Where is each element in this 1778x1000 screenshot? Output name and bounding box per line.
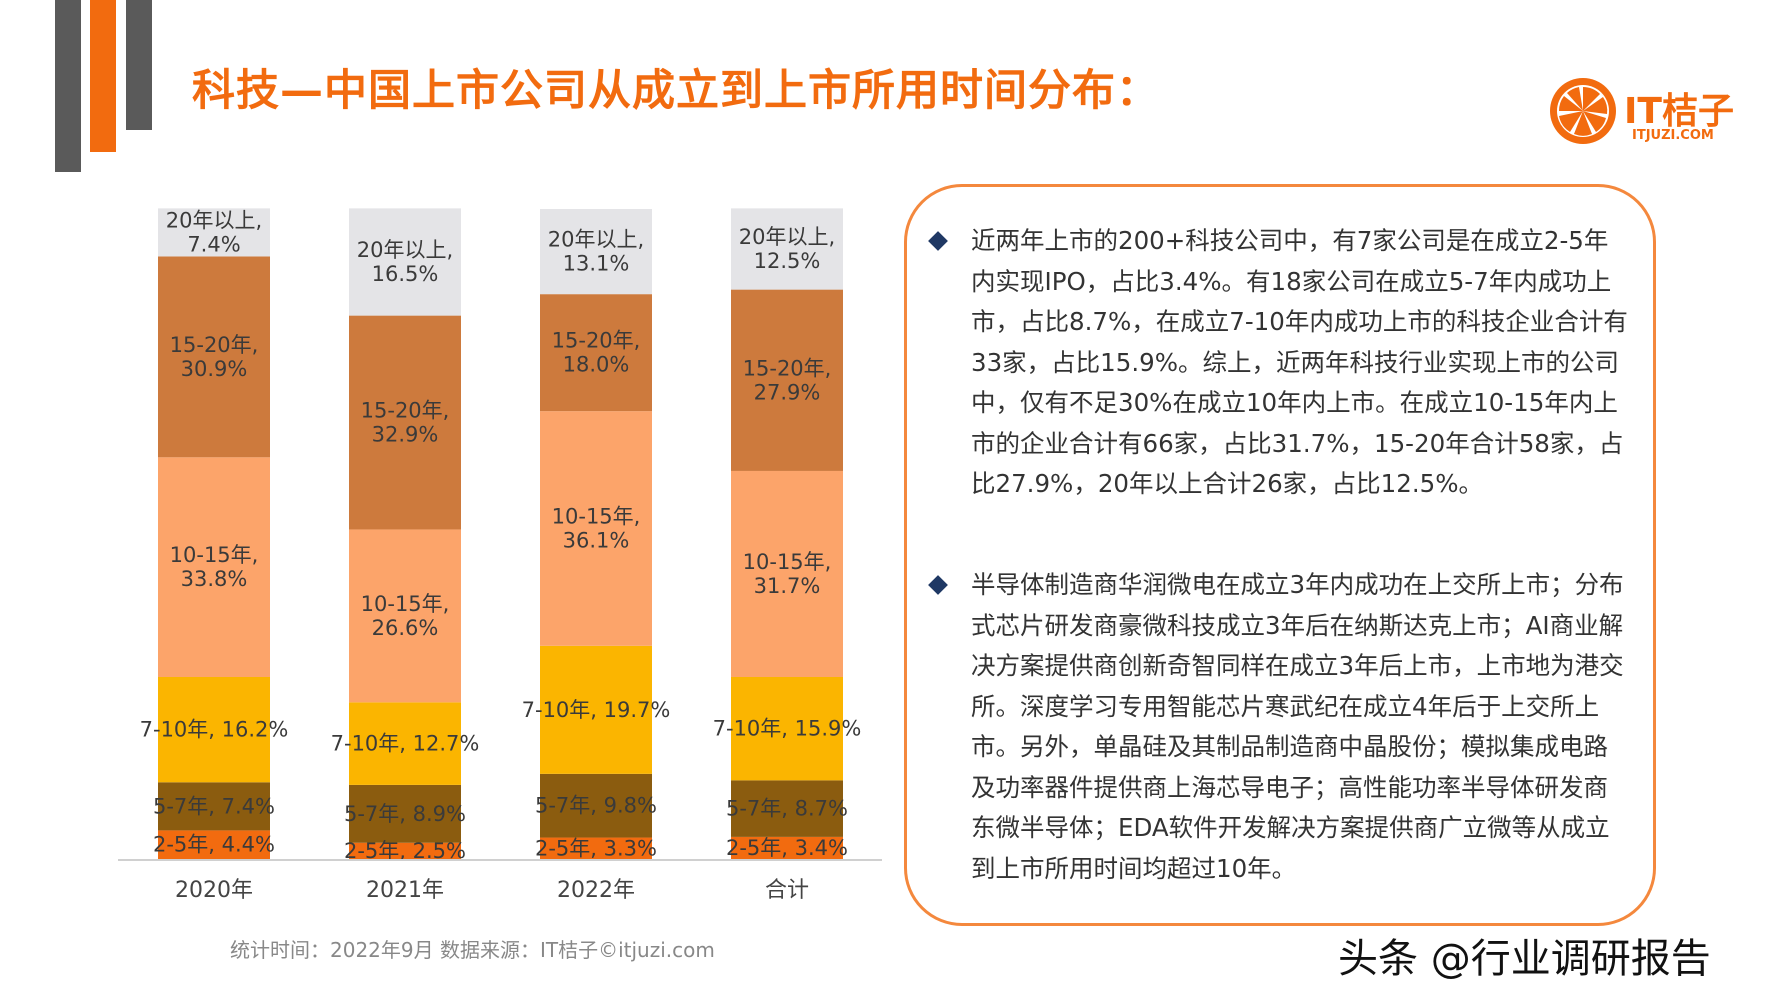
bar-segment [540,645,652,774]
bar-segment [540,773,652,838]
stacked-bar-chart: 2-5年, 4.4% 5-7年, 7.4% 7-10年, 16.2% 10-15年, 3… [100,195,900,920]
bar-segment [349,842,461,859]
notes-box: 近两年上市的200+科技公司中，有7家公司是在成立2-5年内实现IPO，占比3.… [904,184,1656,926]
data-label: 5-7年, 7.4% [153,794,275,818]
category-label: 2020年 [175,878,253,903]
bar-segment [158,782,270,831]
bar-segment [540,837,652,859]
data-label: 2-5年, 2.5% [344,839,466,863]
note-paragraph-1: 近两年上市的200+科技公司中，有7家公司是在成立2-5年内实现IPO，占比3.… [928,221,1631,505]
data-label: 10-15年, 36.1% [552,504,641,552]
orange-slice-icon [1550,78,1616,144]
bar-segment [158,256,270,458]
decor-bar-gray-right [126,0,152,130]
diamond-bullet-icon [928,575,948,595]
data-label: 15-20年, 27.9% [743,356,832,404]
bar-segment [731,208,843,290]
bar-segment [349,208,461,316]
diamond-bullet-icon [928,231,948,251]
watermark: 头条 @行业调研报告 [1338,936,1711,982]
data-label: 20年以上, 12.5% [739,225,835,273]
bar-segment [349,702,461,785]
bar-segment [540,209,652,295]
data-label: 7-10年, 15.9% [713,717,862,741]
bar-segment [349,529,461,703]
bar-segment [349,315,461,530]
note-paragraph-2: 半导体制造商华润微电在成立3年内成功在上交所上市；分布式芯片研发商豪微科技成立3… [928,565,1631,889]
data-label: 2-5年, 3.4% [726,836,848,860]
category-label: 2021年 [366,878,444,903]
note-text-1: 近两年上市的200+科技公司中，有7家公司是在成立2-5年内实现IPO，占比3.… [971,226,1628,498]
chart-canvas: 2-5年, 4.4% 5-7年, 7.4% 7-10年, 16.2% 10-15年, 3… [100,195,900,920]
data-label: 2-5年, 3.3% [535,836,657,860]
bar-segment [731,289,843,471]
data-label: 7-10年, 12.7% [331,732,480,756]
itjuzi-logo: IT桔子 ITJUZI.COM [1548,76,1738,148]
bar-segment [540,294,652,412]
bar-segment [158,677,270,783]
decor-bar-gray-left [55,0,81,172]
data-label: 2-5年, 4.4% [153,833,275,857]
decor-bar-orange [90,0,116,152]
bar-segment [731,677,843,781]
data-label: 10-15年, 33.8% [170,543,259,591]
category-label: 合计 [765,878,809,903]
category-label: 2022年 [557,878,635,903]
bar-segment [540,411,652,646]
note-text-2: 半导体制造商华润微电在成立3年内成功在上交所上市；分布式芯片研发商豪微科技成立3… [971,570,1624,883]
data-source-note: 统计时间：2022年9月 数据来源：IT桔子©itjuzi.com [230,938,715,962]
logo-text: IT桔子 [1624,91,1734,132]
data-label: 15-20年, 32.9% [361,399,450,447]
bar-segment [731,836,843,859]
data-label: 10-15年, 26.6% [361,592,450,640]
chart-svg: 2-5年, 4.4% 5-7年, 7.4% 7-10年, 16.2% 10-15年, 3… [118,208,882,903]
bar-segment [349,784,461,843]
data-label: 20年以上, 13.1% [548,228,644,276]
data-label: 5-7年, 9.8% [535,794,657,818]
data-label: 15-20年, 30.9% [170,333,259,381]
bar-segment [158,830,270,859]
bar-segment [158,208,270,257]
bar-segment [731,780,843,837]
bar-segment [158,457,270,677]
bar-segment [731,470,843,677]
data-label: 20年以上, 16.5% [357,238,453,286]
data-label: 5-7年, 8.7% [726,797,848,821]
data-label: 20年以上, 7.4% [166,208,262,256]
logo-subtext: ITJUZI.COM [1632,128,1714,143]
data-label: 7-10年, 16.2% [140,718,289,742]
data-label: 10-15年, 31.7% [743,550,832,598]
data-label: 7-10年, 19.7% [522,698,671,722]
data-label: 5-7年, 8.9% [344,802,466,826]
data-label: 15-20年, 18.0% [552,329,641,377]
page-title: 科技—中国上市公司从成立到上市所用时间分布： [192,66,1160,116]
